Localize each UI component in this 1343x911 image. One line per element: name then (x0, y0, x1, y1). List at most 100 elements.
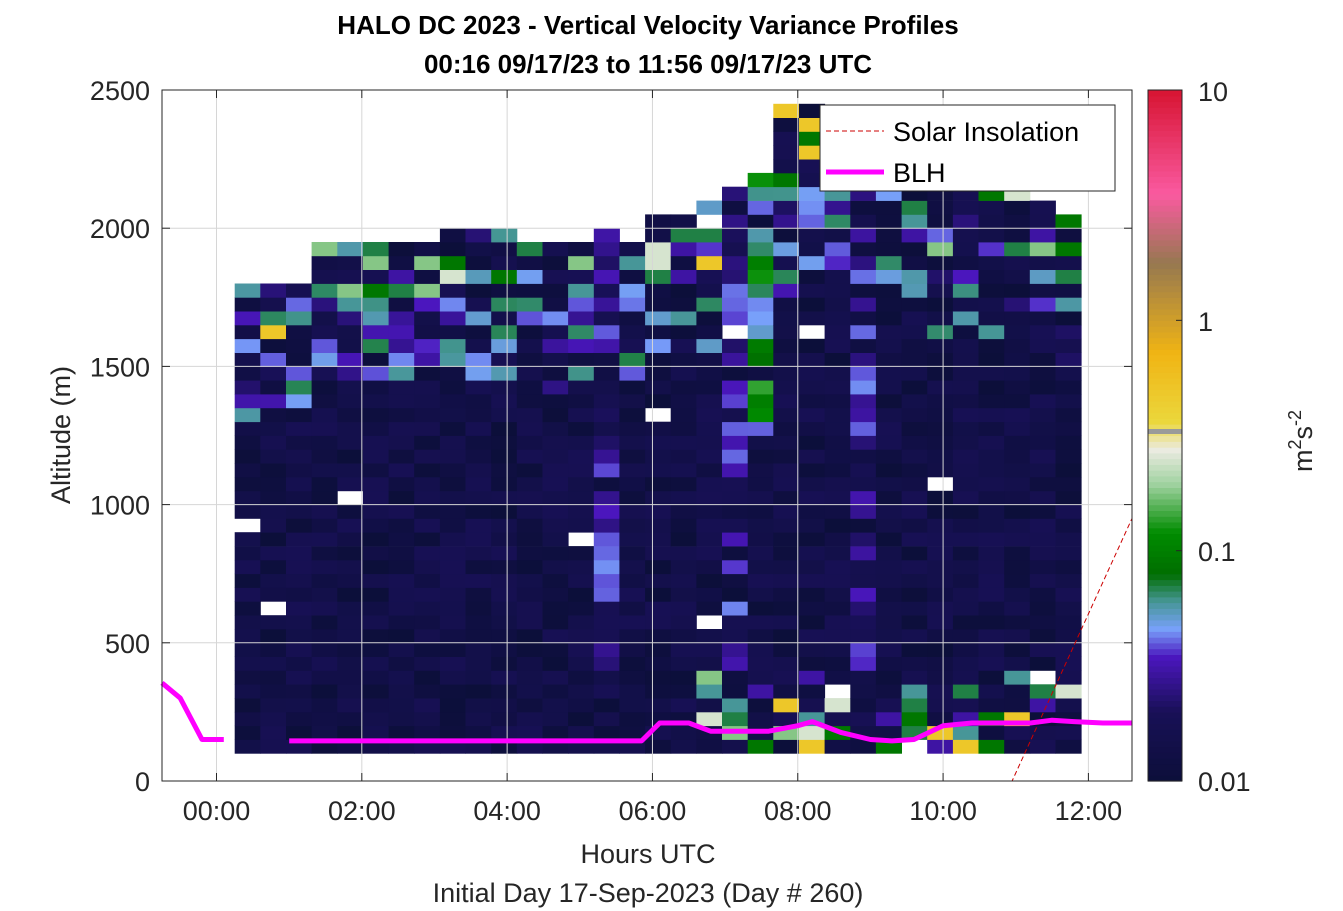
colorbar-segment (1148, 510, 1182, 517)
heatmap-cell (286, 352, 313, 367)
heatmap-cell (414, 504, 441, 519)
heatmap-cell (850, 283, 877, 298)
heatmap-cell (901, 490, 928, 505)
heatmap-cell (568, 283, 595, 298)
heatmap-cell (722, 698, 749, 713)
heatmap-cell (1004, 324, 1031, 340)
heatmap-cell (722, 449, 749, 464)
y-tick-label: 2000 (90, 214, 150, 244)
heatmap-cell (824, 283, 851, 298)
heatmap-cell (901, 504, 928, 519)
heatmap-cell (1055, 255, 1082, 270)
colorbar-segment (1148, 205, 1182, 212)
heatmap-cell (670, 214, 697, 229)
heatmap-cell (619, 559, 646, 575)
heatmap-cell (311, 490, 338, 505)
heatmap-cell (799, 366, 826, 381)
heatmap-cell (337, 463, 364, 478)
heatmap-cell (850, 711, 877, 727)
heatmap-cell (414, 463, 441, 478)
heatmap-cell (439, 504, 466, 519)
heatmap-cell (901, 255, 928, 270)
heatmap-cell (978, 352, 1005, 367)
heatmap-cell (875, 477, 902, 492)
heatmap-cell (439, 463, 466, 478)
heatmap-cell (952, 435, 979, 450)
heatmap-cell (542, 601, 569, 616)
heatmap-cell (850, 394, 877, 409)
heatmap-cell (952, 394, 979, 409)
heatmap-cell (875, 435, 902, 450)
heatmap-cell (670, 504, 697, 519)
heatmap-cell (414, 684, 441, 699)
heatmap-cell (311, 255, 338, 270)
heatmap-cell (696, 366, 723, 381)
heatmap-cell (234, 477, 261, 492)
heatmap-cell (952, 490, 979, 505)
heatmap-cell (696, 200, 723, 215)
heatmap-cell (593, 587, 620, 602)
heatmap-cell (362, 670, 389, 685)
heatmap-cell (568, 504, 595, 519)
heatmap-cell (952, 352, 979, 367)
heatmap-cell (670, 546, 697, 561)
heatmap-cell (362, 615, 389, 630)
heatmap-cell (645, 435, 672, 450)
chart-subtitle: 00:16 09/17/23 to 11:56 09/17/23 UTC (424, 49, 872, 79)
colorbar-segment (1148, 711, 1182, 719)
heatmap-cell (1055, 642, 1082, 657)
colorbar-segment (1148, 349, 1182, 356)
heatmap-cell (234, 698, 261, 713)
heatmap-cell (234, 504, 261, 519)
heatmap-cell (824, 435, 851, 450)
colorbar-segment (1148, 671, 1182, 678)
heatmap-cell (722, 269, 749, 284)
heatmap-cell (978, 421, 1005, 436)
colorbar-segment (1148, 481, 1182, 488)
heatmap-cell (952, 338, 979, 353)
heatmap-cell (1004, 449, 1031, 464)
heatmap-cell (619, 269, 646, 284)
heatmap-cell (465, 629, 492, 644)
heatmap-cell (875, 242, 902, 257)
heatmap-cell (722, 629, 749, 644)
x-tick-label: 08:00 (764, 796, 832, 826)
heatmap-cell (901, 615, 928, 630)
heatmap-cell (491, 435, 518, 450)
heatmap-cell (234, 324, 261, 340)
heatmap-cell (875, 380, 902, 395)
heatmap-cell (1055, 366, 1082, 381)
heatmap-cell (978, 200, 1005, 215)
colorbar-marker (1148, 429, 1182, 434)
colorbar-segment (1148, 176, 1182, 183)
heatmap-cell (465, 711, 492, 727)
heatmap-cell (465, 518, 492, 533)
heatmap-cell (799, 449, 826, 464)
heatmap-cell (901, 366, 928, 381)
heatmap-cell (927, 711, 954, 727)
heatmap-cell (722, 504, 749, 519)
heatmap-cell (491, 601, 518, 616)
colorbar-segment (1148, 257, 1182, 264)
heatmap-cell (337, 255, 364, 270)
heatmap-cell (516, 518, 543, 533)
heatmap-cell (850, 698, 877, 713)
heatmap-cell (901, 228, 928, 243)
heatmap-cell (516, 463, 543, 478)
heatmap-cell (337, 477, 364, 492)
heatmap-cell (260, 338, 287, 353)
heatmap-cell (516, 255, 543, 270)
heatmap-cell (747, 421, 774, 436)
heatmap-cell (927, 573, 954, 588)
heatmap-cell (799, 394, 826, 409)
heatmap-cell (1004, 739, 1031, 754)
colorbar-frame (1147, 89, 1183, 782)
heatmap-cell (542, 394, 569, 409)
heatmap-cell (311, 366, 338, 381)
heatmap-cell (696, 394, 723, 409)
colorbar-segment (1148, 424, 1182, 431)
heatmap-cell (491, 297, 518, 312)
heatmap-cell (1055, 394, 1082, 409)
heatmap-cell (773, 242, 800, 257)
